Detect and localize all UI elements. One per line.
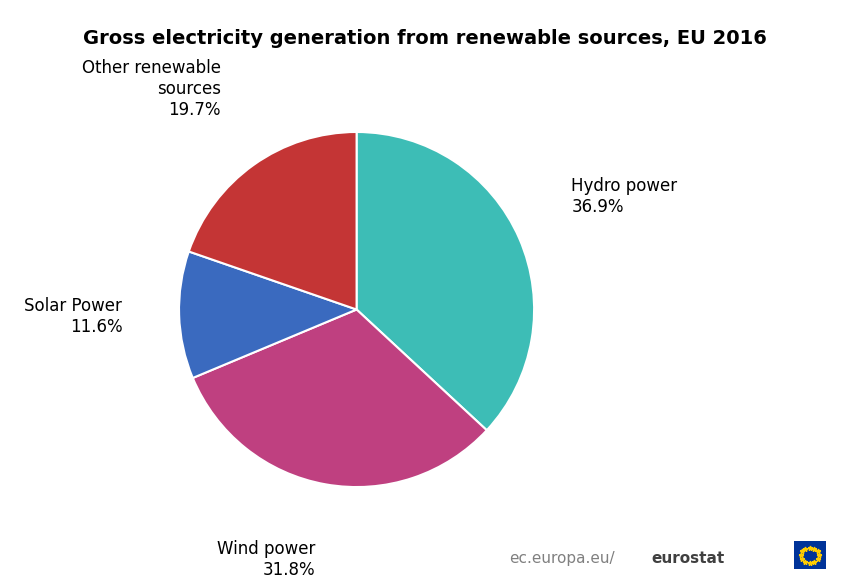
Text: Wind power
31.8%: Wind power 31.8% <box>217 540 316 579</box>
Text: Gross electricity generation from renewable sources, EU 2016: Gross electricity generation from renewa… <box>82 29 767 48</box>
Text: Hydro power
36.9%: Hydro power 36.9% <box>571 177 678 215</box>
Text: eurostat: eurostat <box>0 583 1 584</box>
Text: ec.europa.eu/: ec.europa.eu/ <box>0 583 1 584</box>
Wedge shape <box>179 252 357 378</box>
Wedge shape <box>193 310 486 487</box>
Text: Solar Power
11.6%: Solar Power 11.6% <box>25 297 122 336</box>
Text: ec.europa.eu/: ec.europa.eu/ <box>509 551 615 566</box>
Text: eurostat: eurostat <box>652 551 725 566</box>
Text: Other renewable
sources
19.7%: Other renewable sources 19.7% <box>82 59 221 119</box>
Wedge shape <box>188 132 357 310</box>
Wedge shape <box>357 132 534 430</box>
